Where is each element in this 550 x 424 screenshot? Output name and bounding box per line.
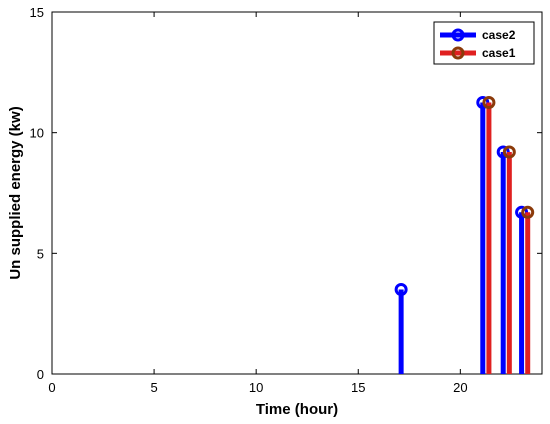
x-axis-label: Time (hour) bbox=[256, 401, 338, 418]
legend-marker-case2 bbox=[451, 28, 465, 42]
stem-marker-case2 bbox=[394, 283, 408, 297]
y-axis-label: Un supplied energy (kw) bbox=[7, 106, 24, 279]
x-axis-ticks: 0 5 10 15 20 bbox=[48, 12, 468, 395]
legend-label-case1: case1 bbox=[482, 46, 516, 60]
y-tick-label: 5 bbox=[37, 246, 44, 261]
y-tick-label: 10 bbox=[30, 126, 44, 141]
legend-marker-case1 bbox=[451, 46, 465, 60]
x-tick-label: 0 bbox=[48, 380, 55, 395]
stem-marker-case1 bbox=[502, 145, 516, 159]
x-tick-label: 10 bbox=[249, 380, 263, 395]
x-tick-label: 5 bbox=[150, 380, 157, 395]
x-tick-label: 20 bbox=[453, 380, 467, 395]
plot-area bbox=[51, 11, 543, 375]
stem-marker-case1 bbox=[521, 205, 535, 219]
legend-label-case2: case2 bbox=[482, 28, 516, 42]
legend-box bbox=[433, 21, 535, 65]
data-stems bbox=[394, 96, 535, 374]
y-tick-label: 0 bbox=[37, 367, 44, 382]
y-axis-ticks: 0 5 10 15 bbox=[30, 5, 542, 382]
legend: case2 case1 bbox=[433, 21, 535, 65]
x-tick-label: 15 bbox=[351, 380, 365, 395]
stem-marker-case1 bbox=[482, 96, 496, 109]
y-tick-label: 15 bbox=[30, 5, 44, 20]
